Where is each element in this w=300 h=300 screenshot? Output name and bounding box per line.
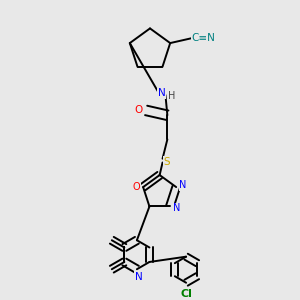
- Text: S: S: [163, 157, 170, 166]
- Text: H: H: [167, 91, 175, 101]
- Text: O: O: [133, 182, 140, 192]
- Text: C≡N: C≡N: [191, 33, 215, 43]
- Text: Cl: Cl: [180, 289, 192, 299]
- Text: N: N: [179, 180, 187, 190]
- Text: N: N: [135, 272, 143, 282]
- Text: O: O: [134, 105, 142, 116]
- Text: N: N: [158, 88, 166, 98]
- Text: N: N: [173, 203, 180, 213]
